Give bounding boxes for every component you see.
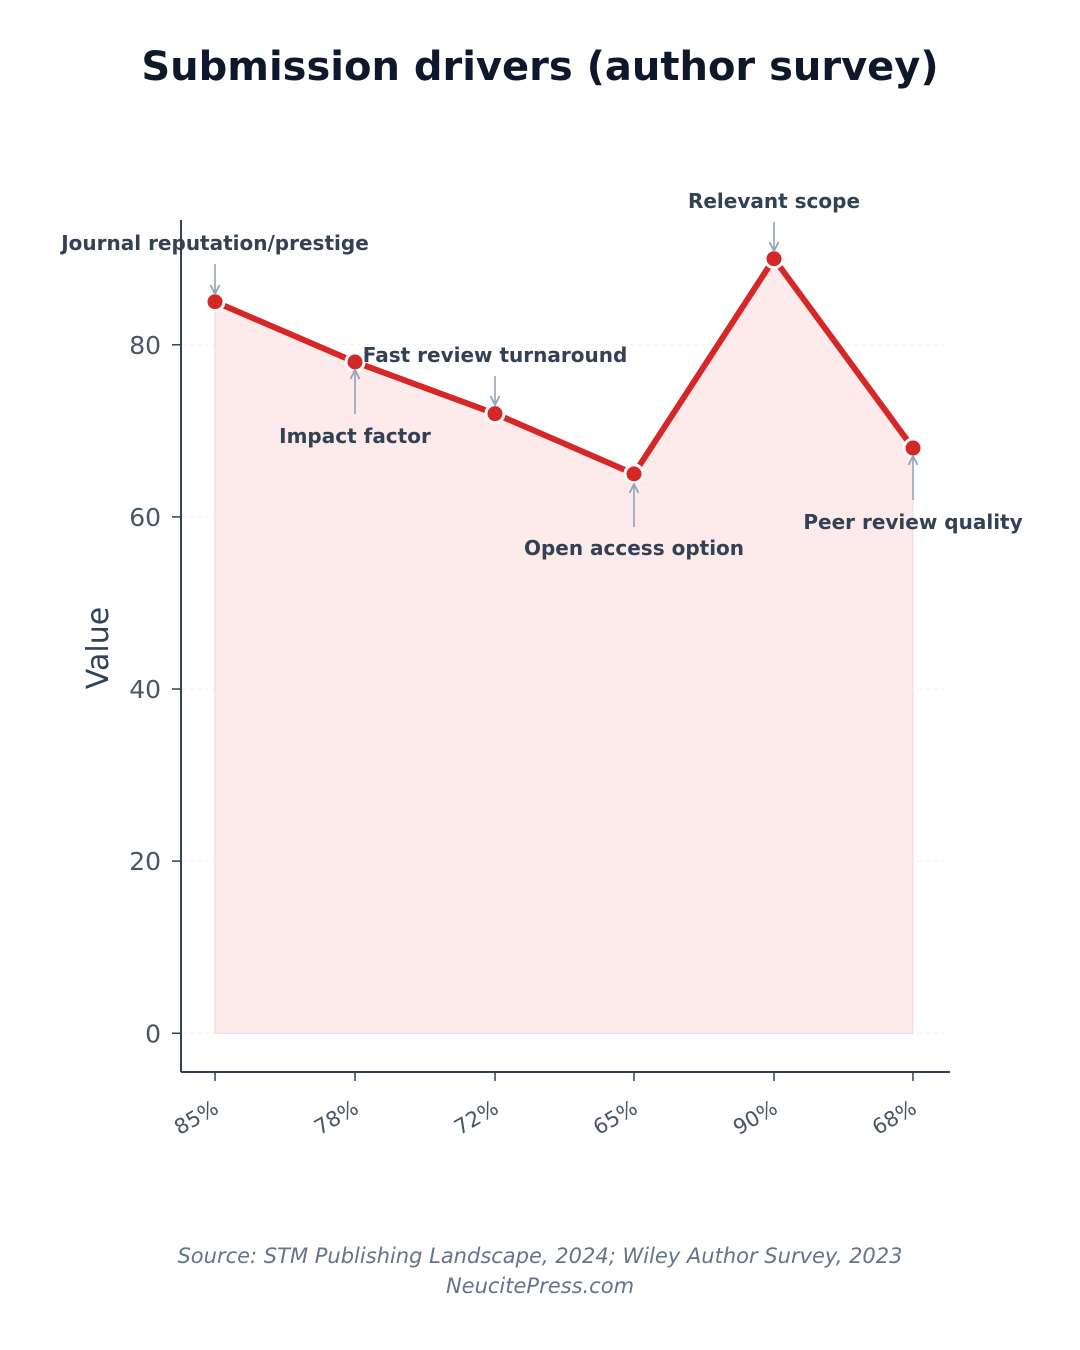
y-tick-label: 40: [129, 675, 161, 704]
x-tick-label: 90%: [729, 1096, 781, 1140]
annotation-label: Impact factor: [279, 424, 431, 448]
data-point: [623, 463, 645, 485]
y-tick-label: 80: [129, 331, 161, 360]
y-axis-label: Value: [81, 607, 116, 689]
area-fill: [214, 257, 914, 1034]
data-point: [902, 437, 924, 459]
x-tick-label: 68%: [868, 1096, 920, 1140]
chart-title: Submission drivers (author survey): [141, 44, 939, 90]
y-tick-label: 20: [129, 847, 161, 876]
annotation-label: Journal reputation/prestige: [59, 231, 369, 255]
annotation-label: Peer review quality: [803, 510, 1022, 534]
annotation-label: Relevant scope: [688, 189, 860, 213]
source-note: Source: STM Publishing Landscape, 2024; …: [177, 1244, 903, 1268]
x-tick-label: 65%: [589, 1096, 641, 1140]
annotation-label: Open access option: [524, 536, 744, 560]
annotation-label: Fast review turnaround: [363, 343, 628, 367]
data-point: [484, 403, 506, 425]
y-tick-label: 0: [145, 1019, 161, 1048]
x-tick-label: 72%: [450, 1096, 502, 1140]
y-tick-label: 60: [129, 503, 161, 532]
site-credit: NeucitePress.com: [445, 1274, 635, 1298]
data-point: [763, 248, 785, 270]
series-line: [212, 255, 916, 477]
x-tick-label: 78%: [310, 1096, 362, 1140]
data-point: [344, 351, 366, 373]
x-tick-label: 85%: [170, 1096, 222, 1140]
data-point: [204, 291, 226, 313]
